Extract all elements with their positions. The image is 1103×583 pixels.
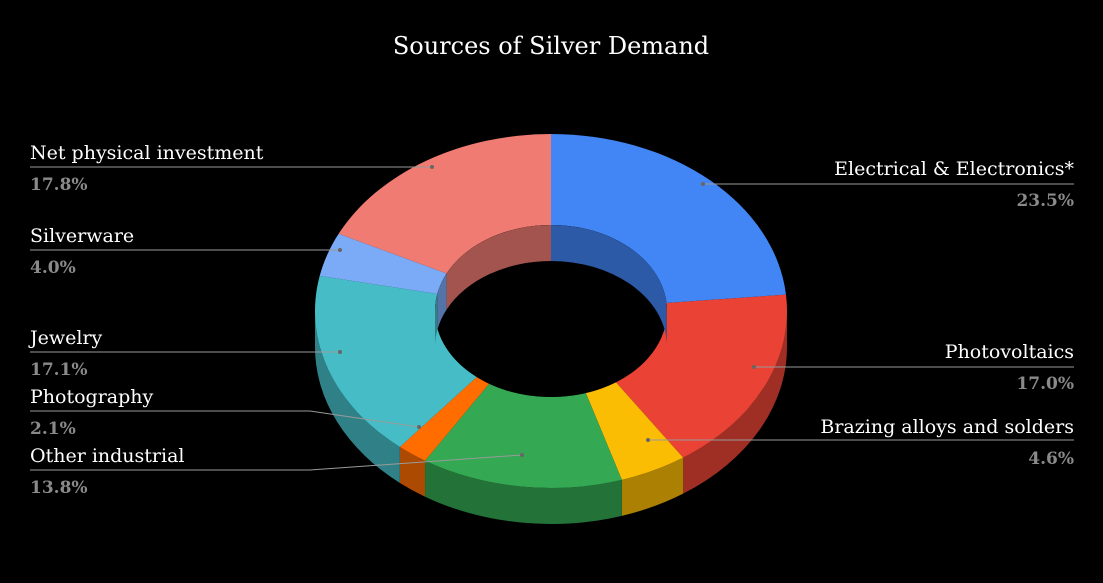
chart-title: Sources of Silver Demand: [393, 32, 709, 60]
slice-silverware: [319, 233, 447, 294]
slice-value-label: 4.0%: [30, 258, 76, 278]
donut-slices: [314, 134, 787, 488]
slice-side-brazing-alloys-and-solders: [621, 457, 684, 516]
slice-side-photography: [399, 446, 426, 497]
slice-label: Silverware: [30, 225, 134, 247]
slice-value-label: 23.5%: [1016, 191, 1074, 211]
slice-jewelry: [314, 275, 477, 447]
slice-inner-wall-silverware: [437, 273, 447, 330]
leader-dot: [752, 365, 756, 369]
slice-label: Net physical investment: [30, 142, 264, 164]
leader-dot: [520, 453, 524, 457]
slice-brazing-alloys-and-solders: [585, 382, 684, 480]
slice-net-physical-investment: [338, 134, 551, 274]
slice-photovoltaics: [615, 294, 787, 458]
slice-labels: Electrical & Electronics* 23.5% Photovolta…: [28, 142, 1074, 498]
slice-label: Photovoltaics: [945, 341, 1074, 363]
slice-label: Photography: [30, 386, 154, 408]
label-photovoltaics: Photovoltaics 17.0%: [752, 341, 1074, 394]
slice-value-label: 2.1%: [30, 419, 76, 439]
leader-dot: [430, 165, 434, 169]
label-brazing-alloys-and-solders: Brazing alloys and solders 4.6%: [646, 416, 1074, 469]
leader-dot: [417, 425, 421, 429]
slice-inner-wall-electrical-electronics: [551, 225, 667, 340]
leader-dot: [646, 438, 650, 442]
leader-dot: [338, 350, 342, 354]
label-jewelry: Jewelry 17.1%: [28, 327, 342, 380]
slice-value-label: 17.0%: [1016, 374, 1074, 394]
slice-electrical-electronics: [551, 134, 786, 304]
label-other-industrial: Other industrial 13.8%: [30, 445, 524, 498]
label-net-physical-investment: Net physical investment 17.8%: [30, 142, 434, 195]
slice-photography: [399, 377, 490, 461]
slice-side-photovoltaics: [683, 311, 787, 494]
slice-side-other-industrial: [425, 460, 622, 524]
slice-label: Electrical & Electronics*: [834, 158, 1074, 180]
leader-dot: [701, 182, 705, 186]
slice-other-industrial: [425, 383, 622, 488]
label-photography: Photography 2.1%: [30, 386, 421, 439]
slice-label: Brazing alloys and solders: [820, 416, 1074, 438]
leader-line: [30, 410, 420, 428]
slice-value-label: 17.8%: [30, 175, 88, 195]
slice-label: Other industrial: [30, 445, 184, 467]
slice-inner-wall-jewelry: [435, 293, 438, 347]
leader-line: [30, 454, 523, 471]
slice-value-label: 13.8%: [30, 478, 88, 498]
label-silverware: Silverware 4.0%: [30, 225, 342, 278]
leader-dot: [338, 248, 342, 252]
slice-value-label: 4.6%: [1028, 449, 1074, 469]
slice-side-jewelry: [315, 311, 400, 483]
label-electrical-electronics: Electrical & Electronics* 23.5%: [701, 158, 1074, 211]
donut-depth: [315, 311, 787, 524]
slice-value-label: 17.1%: [30, 360, 88, 380]
slice-label: Jewelry: [28, 327, 103, 349]
slice-inner-wall-net-physical-investment: [446, 225, 551, 310]
